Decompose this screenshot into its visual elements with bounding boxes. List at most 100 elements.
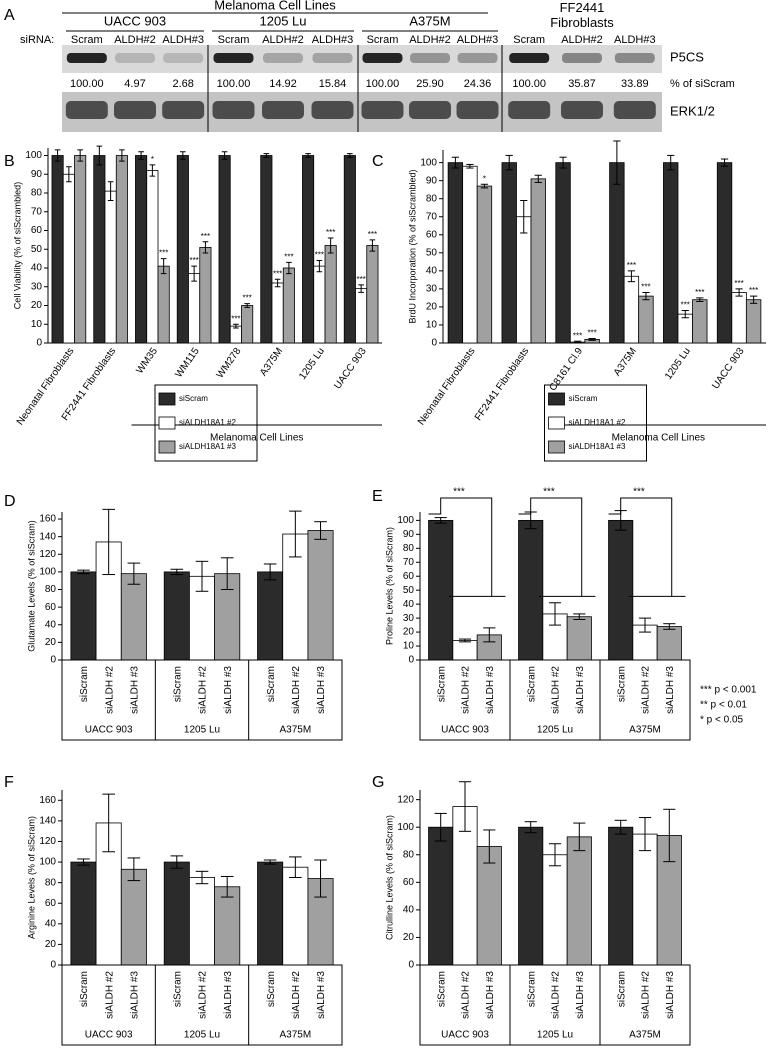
y-tick-label: 40: [426, 265, 438, 276]
y-tick-label: 80: [45, 877, 57, 888]
legend-label: siScram: [179, 394, 208, 403]
bar-label: siALDH #2: [198, 971, 209, 1019]
significance-label: ***: [368, 230, 377, 239]
y-tick-label: 100: [39, 857, 56, 868]
erk-band: [361, 101, 404, 119]
p5cs-band: [562, 53, 602, 63]
significance-label: ***: [749, 286, 758, 295]
bar: [462, 165, 478, 344]
significance-label: ***: [231, 314, 240, 323]
bar-label: siALDH #3: [223, 971, 234, 1019]
y-axis-label: Cell Viability (% of siScrambled): [12, 182, 22, 309]
blot-strip: [62, 45, 662, 73]
bar: [188, 877, 215, 966]
y-tick-label: 10: [31, 319, 43, 330]
y-axis-label: BrdU Incorporation (% of siScrambled): [407, 169, 417, 323]
y-tick-label: 50: [426, 247, 438, 258]
bar: [447, 162, 464, 344]
bar: [366, 245, 379, 344]
y-tick-label: 100: [397, 515, 414, 526]
p5cs-band: [312, 53, 353, 63]
bar: [214, 886, 241, 966]
group-label: 1205 Lu: [184, 725, 220, 736]
y-tick-label: 120: [397, 794, 414, 805]
bar: [176, 155, 189, 344]
legend-swatch: [548, 416, 565, 430]
y-tick-label: 40: [31, 263, 43, 274]
y-tick-label: 0: [431, 338, 437, 349]
x-tick-label: C8161 Cl.9: [547, 346, 585, 394]
bar: [555, 162, 571, 344]
y-tick-label: 30: [426, 284, 438, 295]
p5cs-band: [263, 53, 303, 63]
x-tick-label: UACC 903: [710, 346, 747, 392]
y-tick-label: 80: [31, 188, 43, 199]
lane-label: ALDH#2: [114, 34, 156, 46]
lane-label: ALDH#2: [262, 34, 304, 46]
x-tick-label: Neonatal Fibroblasts: [416, 346, 478, 427]
y-tick-label: 60: [426, 229, 438, 240]
significance-label: ***: [284, 252, 293, 261]
bar: [157, 265, 170, 344]
y-tick-label: 0: [50, 960, 56, 971]
legend-box: [154, 384, 258, 462]
y-tick-label: 40: [45, 918, 57, 929]
erk-band: [613, 101, 656, 119]
bar-label: siALDH #3: [575, 971, 586, 1019]
significance-label: ***: [734, 279, 743, 288]
y-tick-label: 80: [403, 543, 415, 554]
y-tick-label: 80: [426, 193, 438, 204]
bar-label: siScram: [266, 971, 277, 1007]
quantification: 100.00: [217, 78, 251, 90]
bar: [632, 833, 658, 966]
y-tick-label: 60: [45, 898, 57, 909]
lane-label: Scram: [513, 34, 545, 46]
bar: [638, 295, 654, 344]
quantification: 35.87: [568, 78, 596, 90]
lane-label: ALDH#3: [614, 34, 656, 46]
significance-label: ***: [573, 331, 582, 340]
lane-label: ALDH#3: [457, 34, 499, 46]
erk-band: [311, 101, 354, 119]
group-frame: [419, 659, 691, 741]
y-tick-label: 120: [39, 549, 56, 560]
x-tick-label: WM278: [215, 346, 244, 381]
panel-label: C: [372, 153, 384, 170]
bar: [257, 861, 284, 966]
bar-label: siALDH #3: [130, 666, 141, 714]
bar: [120, 573, 147, 661]
bar: [135, 155, 148, 344]
x-tick-label: WM115: [173, 346, 202, 380]
bar-label: siScram: [79, 666, 90, 702]
y-tick-label: 60: [45, 602, 57, 613]
bracket-label: ***: [453, 487, 465, 498]
significance-label: ***: [326, 228, 335, 237]
panel-label: F: [4, 774, 14, 791]
y-axis-label: Arginine Levels (% of siScram): [26, 816, 36, 939]
p5cs-band: [362, 53, 403, 63]
erk-band: [262, 101, 304, 119]
bar: [62, 173, 75, 344]
bar: [501, 162, 517, 344]
quantification: 14.92: [269, 78, 297, 90]
group-label: UACC 903: [85, 1030, 133, 1041]
bar: [115, 155, 128, 344]
bracket: [518, 497, 583, 597]
y-tick-label: 100: [397, 822, 414, 833]
bar-label: siALDH #2: [551, 971, 562, 1019]
bar: [313, 265, 326, 344]
marker-label: % of siScram: [670, 78, 735, 90]
group-label: 1205 Lu: [184, 1030, 220, 1041]
bar: [93, 155, 106, 344]
significance-label: ***: [189, 256, 198, 265]
bar-label: siALDH #3: [485, 971, 496, 1019]
bar-label: siScram: [526, 971, 537, 1007]
y-tick-label: 160: [39, 795, 56, 806]
panel-label: A: [4, 7, 15, 24]
erk-band: [65, 101, 108, 119]
y-tick-label: 20: [31, 300, 43, 311]
bar: [199, 246, 212, 344]
group-label: UACC 903: [85, 725, 133, 736]
bar-label: siALDH #2: [291, 666, 302, 714]
